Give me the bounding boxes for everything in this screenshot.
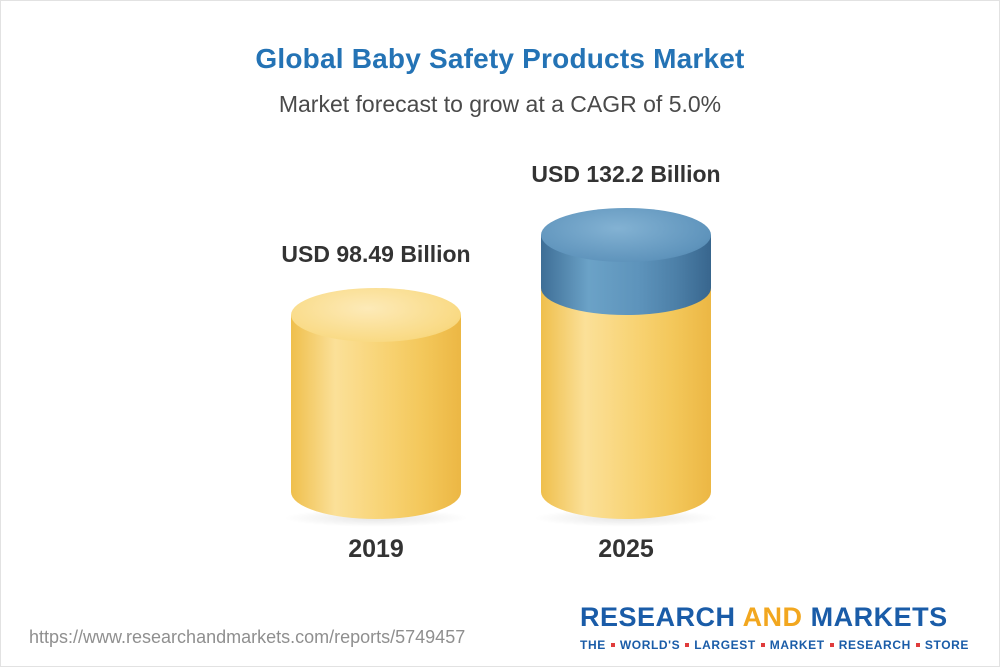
tagline-word: THE: [580, 638, 606, 652]
logo-word-markets: MARKETS: [810, 602, 948, 632]
page-subtitle: Market forecast to grow at a CAGR of 5.0…: [278, 91, 722, 117]
value-label-2025: USD 132.2 Billion: [531, 161, 721, 188]
tagline-separator-square: [915, 642, 920, 647]
cylinder-2019: [283, 287, 469, 527]
bar-group-2019: USD 98.49 Billion 2019: [281, 241, 470, 564]
tagline-word: STORE: [924, 638, 969, 652]
cylinder-top-yellow: [291, 287, 461, 342]
logo-word-and: AND: [742, 602, 803, 632]
year-label-2019: 2019: [348, 535, 404, 563]
logo-wordmark: RESEARCH AND MARKETS: [580, 602, 969, 633]
year-label-2025: 2025: [598, 535, 654, 563]
report-url-link[interactable]: https://www.researchandmarkets.com/repor…: [29, 627, 466, 647]
value-label-2019: USD 98.49 Billion: [281, 240, 471, 267]
logo-tagline: THE WORLD'S LARGEST MARKET RESEARCH STORE: [580, 638, 969, 652]
cylinder-top-blue: [541, 208, 711, 263]
bar-group-2025: USD 132.2 Billion 2025: [531, 161, 720, 564]
cylinder-body-yellow: [291, 314, 461, 519]
tagline-separator-square: [760, 642, 765, 647]
cylinder-2025: [533, 208, 719, 527]
tagline-separator-square: [829, 642, 834, 647]
logo-word-research: RESEARCH: [580, 602, 736, 632]
tagline-word: LARGEST: [694, 638, 756, 652]
research-and-markets-logo[interactable]: RESEARCH AND MARKETS THE WORLD'S LARGEST MA…: [580, 602, 969, 652]
tagline-separator-square: [610, 642, 615, 647]
tagline-separator-square: [685, 642, 690, 647]
page-title: Global Baby Safety Products Market: [255, 43, 745, 74]
tagline-word: MARKET: [769, 638, 825, 652]
tagline-word: WORLD'S: [619, 638, 681, 652]
tagline-word: RESEARCH: [838, 638, 911, 652]
